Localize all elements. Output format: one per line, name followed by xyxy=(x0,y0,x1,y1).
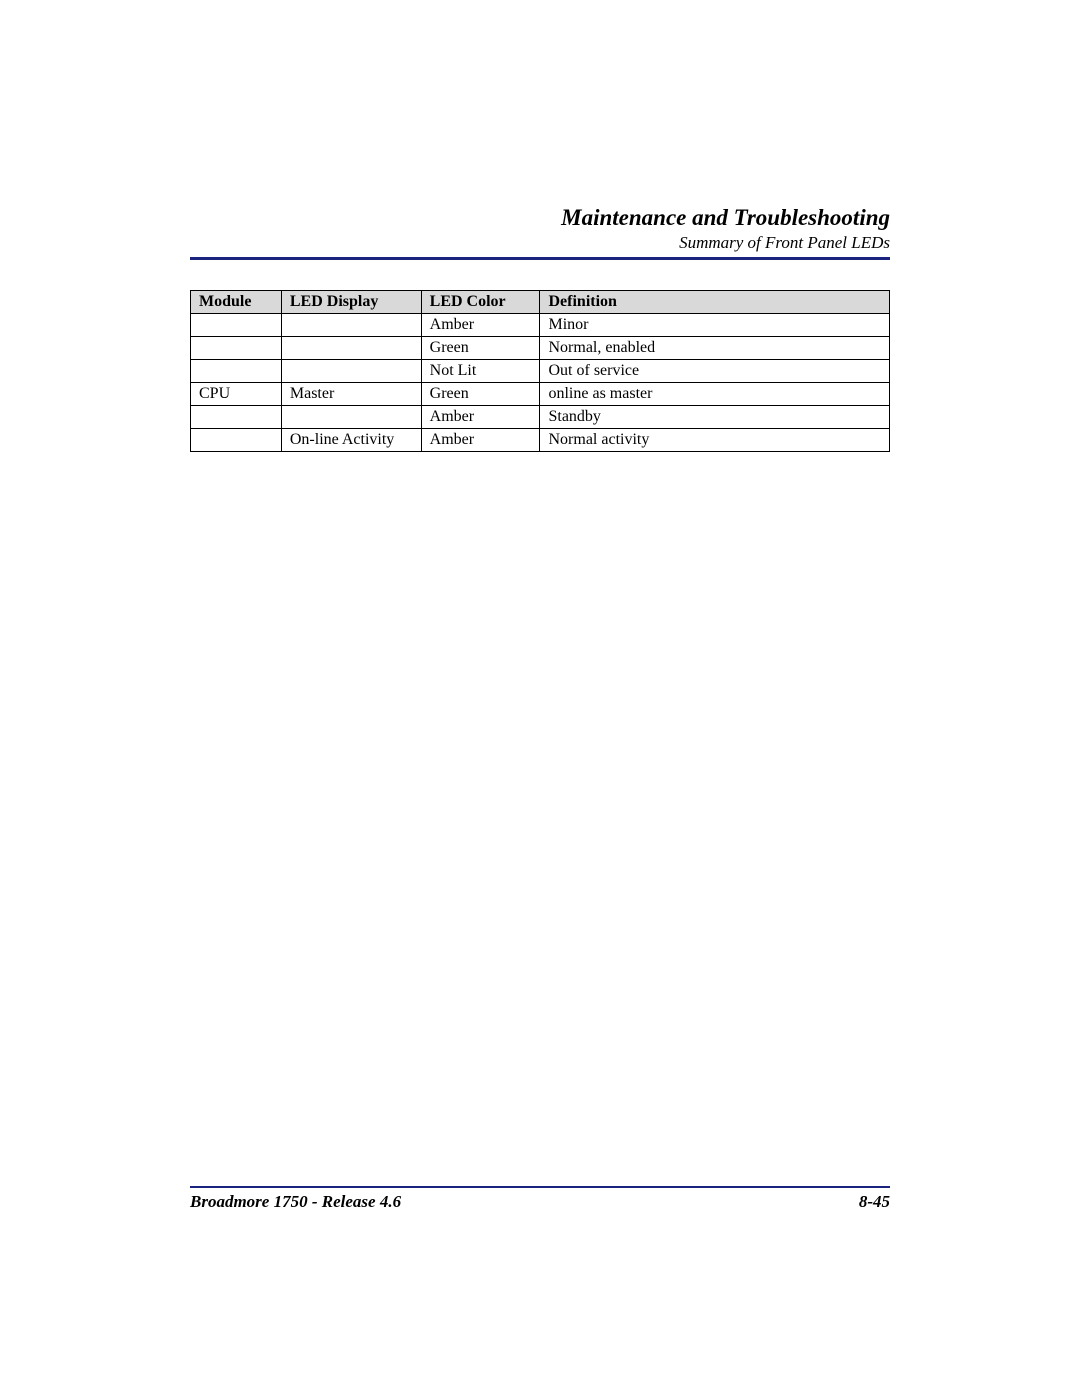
table-header-cell: LED Color xyxy=(421,291,540,314)
table-cell: Green xyxy=(421,337,540,360)
page-body: Maintenance and Troubleshooting Summary … xyxy=(190,205,890,1227)
table-row: AmberMinor xyxy=(191,314,890,337)
table-cell: Not Lit xyxy=(421,360,540,383)
header-rule xyxy=(190,257,890,260)
table-cell xyxy=(281,360,421,383)
table-header-cell: Definition xyxy=(540,291,890,314)
table-header-cell: LED Display xyxy=(281,291,421,314)
footer-rule xyxy=(190,1186,890,1188)
table-cell xyxy=(281,337,421,360)
table-row: GreenNormal, enabled xyxy=(191,337,890,360)
chapter-title: Maintenance and Troubleshooting xyxy=(190,205,890,231)
page-header: Maintenance and Troubleshooting Summary … xyxy=(190,205,890,253)
led-table: ModuleLED DisplayLED ColorDefinition Amb… xyxy=(190,290,890,452)
table-row: Not LitOut of service xyxy=(191,360,890,383)
table-cell: Minor xyxy=(540,314,890,337)
table-cell xyxy=(191,360,282,383)
table-header-cell: Module xyxy=(191,291,282,314)
table-cell: Amber xyxy=(421,429,540,452)
page-footer: Broadmore 1750 - Release 4.6 8-45 xyxy=(190,1186,890,1212)
section-title: Summary of Front Panel LEDs xyxy=(190,233,890,253)
table-cell: Green xyxy=(421,383,540,406)
table-cell xyxy=(191,406,282,429)
table-cell: Amber xyxy=(421,314,540,337)
table-body: AmberMinorGreenNormal, enabledNot LitOut… xyxy=(191,314,890,452)
table-cell xyxy=(191,429,282,452)
table-cell: Normal activity xyxy=(540,429,890,452)
table-cell: Normal, enabled xyxy=(540,337,890,360)
table-row: CPUMasterGreenonline as master xyxy=(191,383,890,406)
table-cell: Master xyxy=(281,383,421,406)
table-cell xyxy=(191,337,282,360)
table-cell xyxy=(281,314,421,337)
footer-right: 8-45 xyxy=(859,1192,890,1212)
table-cell: Standby xyxy=(540,406,890,429)
table-cell: On-line Activity xyxy=(281,429,421,452)
table-head: ModuleLED DisplayLED ColorDefinition xyxy=(191,291,890,314)
table-row: AmberStandby xyxy=(191,406,890,429)
footer-left: Broadmore 1750 - Release 4.6 xyxy=(190,1192,401,1212)
table-row: On-line ActivityAmberNormal activity xyxy=(191,429,890,452)
table-cell: Amber xyxy=(421,406,540,429)
table-cell xyxy=(281,406,421,429)
table-cell xyxy=(191,314,282,337)
table-cell: online as master xyxy=(540,383,890,406)
table-header-row: ModuleLED DisplayLED ColorDefinition xyxy=(191,291,890,314)
table-cell: CPU xyxy=(191,383,282,406)
footer-line: Broadmore 1750 - Release 4.6 8-45 xyxy=(190,1192,890,1212)
table-cell: Out of service xyxy=(540,360,890,383)
